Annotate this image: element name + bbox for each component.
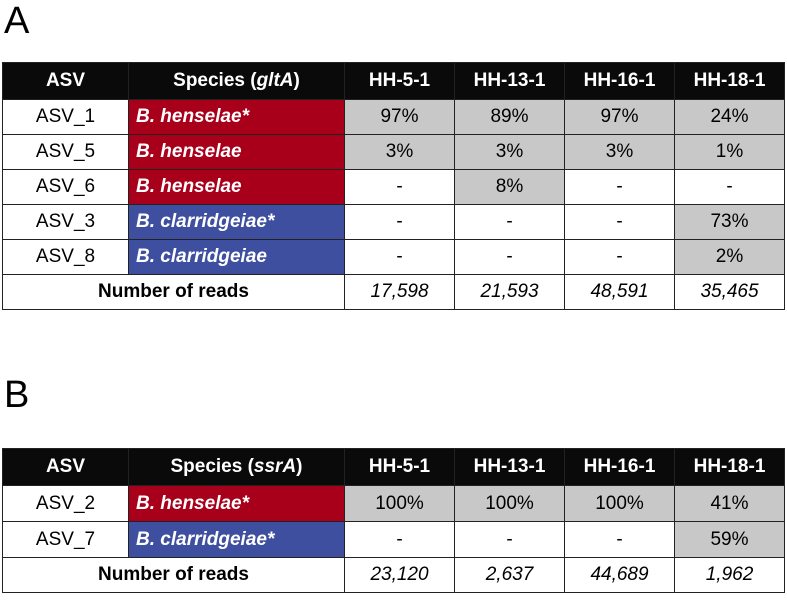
abundance-cell: - [454, 239, 565, 275]
table-row: ASV_3 B. clarridgeiae* - - -73% [2, 204, 785, 240]
abundance-cell: 100% [344, 485, 455, 522]
species-cell: B. henselae* [128, 485, 345, 522]
abundance-cell: - [454, 521, 565, 558]
table-header-row: ASV Species (ssrA) HH-5-1 HH-13-1 HH-16-… [2, 448, 785, 486]
abundance-cell: 1% [674, 134, 785, 170]
species-cell: B. clarridgeiae* [128, 521, 345, 558]
header-sample: HH-13-1 [454, 62, 565, 100]
abundance-cell: - [564, 204, 675, 240]
reads-value: 35,465 [674, 274, 785, 310]
reads-row: Number of reads 17,598 21,593 48,591 35,… [2, 274, 785, 310]
reads-row: Number of reads 23,120 2,637 44,689 1,96… [2, 557, 785, 593]
abundance-cell: 89% [454, 99, 565, 135]
reads-value: 1,962 [674, 557, 785, 593]
table-row: ASV_2 B. henselae* 100% 100% 100% 41% [2, 485, 785, 522]
asv-table-gltA: ASV Species (gltA) HH-5-1 HH-13-1 HH-16-… [2, 62, 785, 310]
table-row: ASV_1 B. henselae* 97% 89% 97% 24% [2, 99, 785, 135]
reads-label: Number of reads [2, 557, 345, 593]
abundance-cell: 41% [674, 485, 785, 522]
abundance-cell: 73% [674, 204, 785, 240]
header-asv: ASV [2, 448, 129, 486]
asv-table-ssrA: ASV Species (ssrA) HH-5-1 HH-13-1 HH-16-… [2, 448, 785, 593]
header-sample: HH-5-1 [344, 62, 455, 100]
reads-label: Number of reads [2, 274, 345, 310]
reads-value: 21,593 [454, 274, 565, 310]
asv-id: ASV_3 [2, 204, 129, 240]
abundance-cell: - [564, 169, 675, 205]
asv-id: ASV_5 [2, 134, 129, 170]
abundance-cell: 3% [564, 134, 675, 170]
asv-id: ASV_1 [2, 99, 129, 135]
header-sample: HH-16-1 [564, 62, 675, 100]
header-asv: ASV [2, 62, 129, 100]
abundance-cell: - [344, 521, 455, 558]
header-sample: HH-18-1 [674, 62, 785, 100]
table-body: ASV_1 B. henselae* 97% 89% 97% 24% ASV_5 B. hen… [2, 99, 785, 275]
species-cell: B. clarridgeiae* [128, 204, 345, 240]
header-sample: HH-16-1 [564, 448, 675, 486]
table-row: ASV_8 B. clarridgeiae - - -2% [2, 239, 785, 275]
table-row: ASV_6 B. henselae -8% - - [2, 169, 785, 205]
reads-value: 44,689 [564, 557, 675, 593]
abundance-cell: 59% [674, 521, 785, 558]
species-cell: B. henselae [128, 169, 345, 205]
species-cell: B. clarridgeiae [128, 239, 345, 275]
reads-value: 23,120 [344, 557, 455, 593]
asv-id: ASV_2 [2, 485, 129, 522]
abundance-cell: 8% [454, 169, 565, 205]
abundance-cell: 2% [674, 239, 785, 275]
species-cell: B. henselae [128, 134, 345, 170]
reads-value: 48,591 [564, 274, 675, 310]
abundance-cell: - [344, 204, 455, 240]
table-row: ASV_5 B. henselae 3% 3% 3% 1% [2, 134, 785, 170]
abundance-cell: 100% [564, 485, 675, 522]
table-body: ASV_2 B. henselae* 100% 100% 100% 41% ASV_7 B. … [2, 485, 785, 558]
abundance-cell: - [674, 169, 785, 205]
species-cell: B. henselae* [128, 99, 345, 135]
abundance-cell: 97% [564, 99, 675, 135]
asv-id: ASV_8 [2, 239, 129, 275]
reads-value: 17,598 [344, 274, 455, 310]
abundance-cell: - [564, 239, 675, 275]
abundance-cell: 3% [454, 134, 565, 170]
asv-id: ASV_7 [2, 521, 129, 558]
asv-id: ASV_6 [2, 169, 129, 205]
panel-label-b: B [4, 374, 30, 416]
reads-value: 2,637 [454, 557, 565, 593]
table-header-row: ASV Species (gltA) HH-5-1 HH-13-1 HH-16-… [2, 62, 785, 100]
abundance-cell: 97% [344, 99, 455, 135]
abundance-cell: - [564, 521, 675, 558]
abundance-cell: 3% [344, 134, 455, 170]
abundance-cell: - [344, 169, 455, 205]
header-species: Species (gltA) [128, 62, 345, 100]
table-row: ASV_7 B. clarridgeiae* - - -59% [2, 521, 785, 558]
header-species: Species (ssrA) [128, 448, 345, 486]
abundance-cell: - [344, 239, 455, 275]
header-sample: HH-5-1 [344, 448, 455, 486]
header-sample: HH-13-1 [454, 448, 565, 486]
header-sample: HH-18-1 [674, 448, 785, 486]
abundance-cell: 100% [454, 485, 565, 522]
abundance-cell: 24% [674, 99, 785, 135]
abundance-cell: - [454, 204, 565, 240]
panel-label-a: A [4, 0, 30, 42]
